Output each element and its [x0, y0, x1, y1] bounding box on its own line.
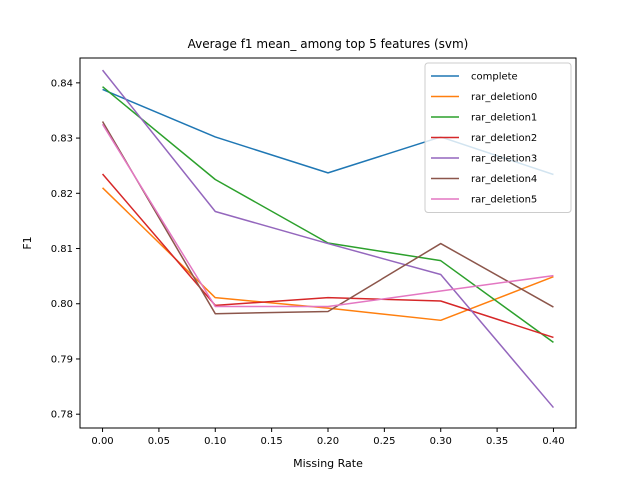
legend: complete rar_deletion0 rar_deletion1 rar_de… [424, 62, 572, 213]
legend-label: rar_deletion1 [471, 113, 537, 124]
y-axis-label: F1 [21, 236, 34, 249]
x-axis-label: Missing Rate [293, 457, 363, 470]
y-axis: 0.78 0.79 0.80 0.81 0.82 0.83 0.84 [51, 78, 80, 421]
x-tick-label: 0.35 [486, 436, 508, 447]
y-tick-label: 0.80 [51, 299, 73, 310]
legend-label: rar_deletion0 [471, 92, 537, 103]
legend-label: complete [471, 72, 518, 83]
series-line-rar_deletion2 [101, 173, 554, 339]
x-tick-label: 0.00 [91, 436, 113, 447]
legend-box [424, 62, 572, 213]
series-line-rar_deletion5 [101, 123, 554, 308]
y-tick-label: 0.78 [51, 410, 73, 421]
plot-lines [101, 69, 555, 409]
legend-label: rar_deletion5 [471, 195, 537, 206]
x-tick-label: 0.15 [261, 436, 283, 447]
x-axis: 0.00 0.05 0.10 0.15 0.20 0.25 0.30 0.35 0.40 [91, 428, 565, 447]
y-tick-label: 0.79 [51, 354, 73, 365]
x-tick-label: 0.10 [204, 436, 226, 447]
x-tick-label: 0.30 [430, 436, 452, 447]
x-tick-label: 0.25 [373, 436, 395, 447]
y-tick-label: 0.81 [51, 244, 73, 255]
x-tick-label: 0.20 [317, 436, 339, 447]
x-tick-label: 0.05 [148, 436, 170, 447]
x-tick-label: 0.40 [542, 436, 564, 447]
y-tick-label: 0.83 [51, 134, 73, 145]
y-tick-label: 0.82 [51, 189, 73, 200]
y-tick-label: 0.84 [51, 78, 73, 89]
legend-label: rar_deletion2 [471, 133, 537, 144]
series-line-rar_deletion4 [101, 121, 554, 315]
series-line-rar_deletion3 [101, 69, 555, 409]
legend-label: rar_deletion4 [471, 174, 537, 185]
legend-label: rar_deletion3 [471, 154, 537, 165]
chart-title: Average f1 mean_ among top 5 features (s… [188, 37, 469, 51]
